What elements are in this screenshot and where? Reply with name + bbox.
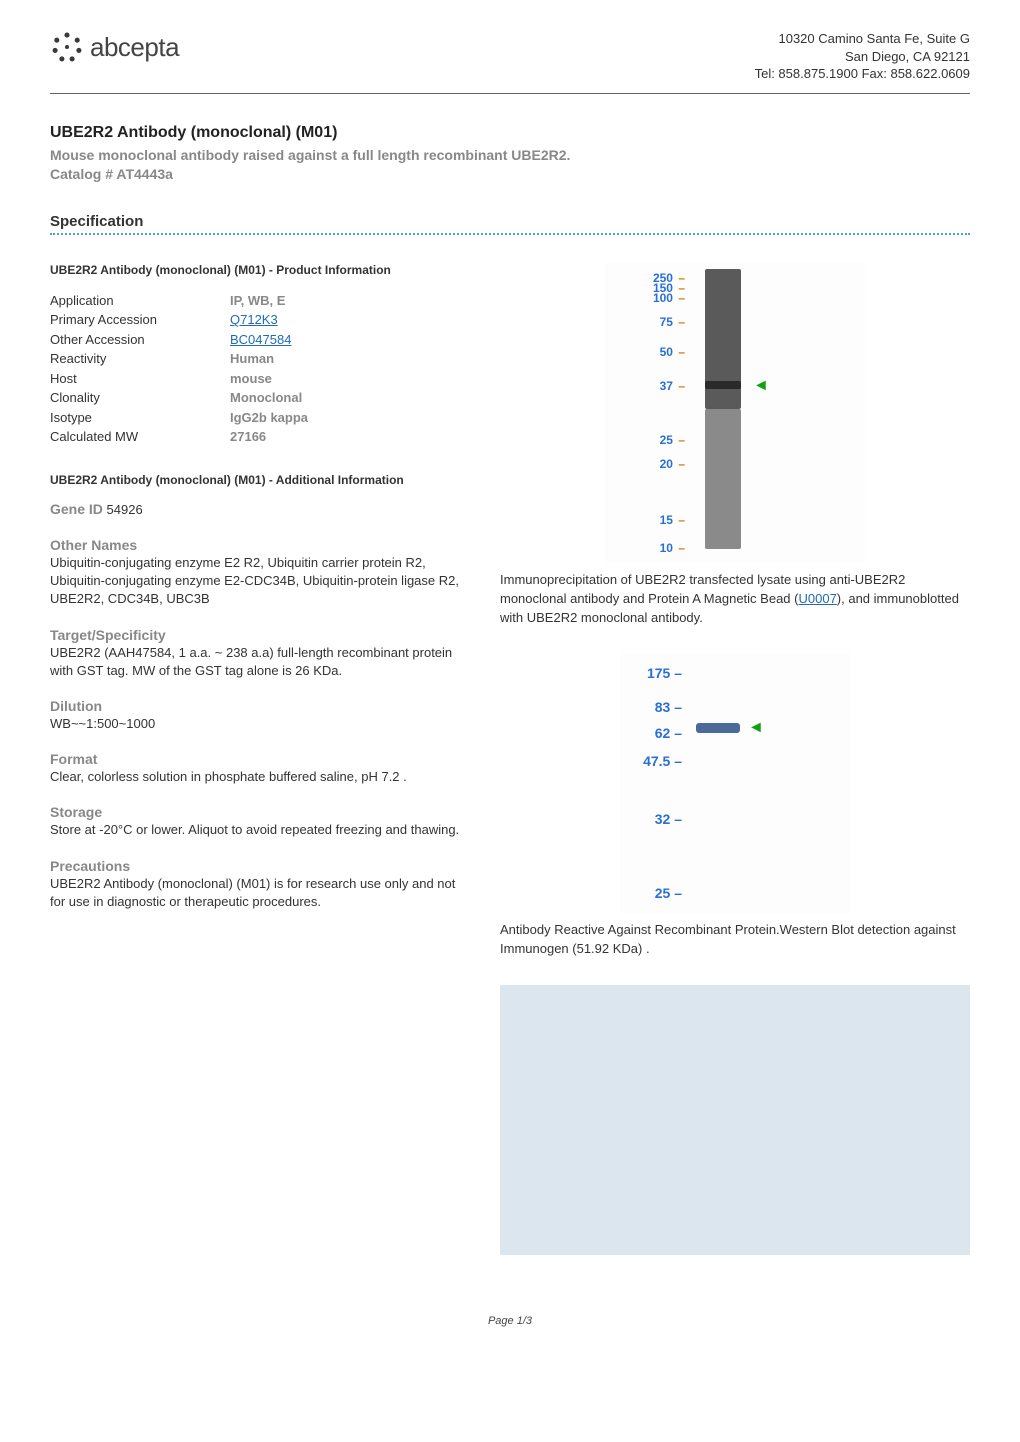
- section-heading-specification: Specification: [50, 213, 970, 235]
- row-primary-accession: Primary Accession Q712K3: [50, 310, 470, 330]
- mw-tick: 20 –: [635, 457, 685, 471]
- row-other-accession: Other Accession BC047584: [50, 330, 470, 350]
- arrow-icon: ◄: [748, 719, 764, 737]
- mw-tick: 75 –: [635, 315, 685, 329]
- product-info-heading: UBE2R2 Antibody (monoclonal) (M01) - Pro…: [50, 263, 470, 277]
- row-clonality: Clonality Monoclonal: [50, 388, 470, 408]
- content-columns: UBE2R2 Antibody (monoclonal) (M01) - Pro…: [50, 263, 970, 1255]
- mw-tick: 50 –: [635, 345, 685, 359]
- addr-line-1: 10320 Camino Santa Fe, Suite G: [755, 30, 970, 48]
- row-reactivity: Reactivity Human: [50, 349, 470, 369]
- figure-wb-blot: 175 – 83 – 62 – 47.5 – 32 – 25 – ◄: [500, 653, 970, 913]
- left-column: UBE2R2 Antibody (monoclonal) (M01) - Pro…: [50, 263, 470, 1255]
- val-reactivity: Human: [230, 349, 274, 369]
- mw-tick: 25 –: [626, 885, 682, 901]
- row-application: Application IP, WB, E: [50, 291, 470, 311]
- val-host: mouse: [230, 369, 272, 389]
- logo-text: abcepta: [90, 32, 179, 63]
- row-isotype: Isotype IgG2b kappa: [50, 408, 470, 428]
- wb-blot-image: 175 – 83 – 62 – 47.5 – 32 – 25 – ◄: [620, 653, 850, 913]
- label-format: Format: [50, 751, 470, 767]
- val-calculated-mw: 27166: [230, 427, 266, 447]
- addr-line-2: San Diego, CA 92121: [755, 48, 970, 66]
- mw-tick: 175 –: [626, 665, 682, 681]
- addr-line-3: Tel: 858.875.1900 Fax: 858.622.0609: [755, 65, 970, 83]
- val-application: IP, WB, E: [230, 291, 285, 311]
- key-clonality: Clonality: [50, 388, 230, 408]
- key-primary-accession: Primary Accession: [50, 310, 230, 330]
- mw-tick: 83 –: [626, 699, 682, 715]
- additional-info-heading: UBE2R2 Antibody (monoclonal) (M01) - Add…: [50, 473, 470, 487]
- label-gene-id: Gene ID: [50, 501, 103, 517]
- mw-tick: 15 –: [635, 513, 685, 527]
- row-calculated-mw: Calculated MW 27166: [50, 427, 470, 447]
- logo: abcepta: [50, 30, 179, 64]
- key-other-accession: Other Accession: [50, 330, 230, 350]
- field-other-names: Other Names Ubiquitin-conjugating enzyme…: [50, 537, 470, 609]
- page-header: abcepta 10320 Camino Santa Fe, Suite G S…: [50, 30, 970, 94]
- val-other-accession[interactable]: BC047584: [230, 330, 291, 350]
- logo-icon: [50, 30, 84, 64]
- field-dilution: Dilution WB~~1:500~1000: [50, 698, 470, 733]
- ip-blot-image: 250 –150 –100 –75 –50 –37 –25 –20 –15 –1…: [605, 263, 865, 563]
- value-gene-id: 54926: [107, 502, 143, 517]
- key-host: Host: [50, 369, 230, 389]
- key-calculated-mw: Calculated MW: [50, 427, 230, 447]
- ip-caption-link[interactable]: U0007: [798, 591, 836, 606]
- value-dilution: WB~~1:500~1000: [50, 715, 470, 733]
- figure-wb-caption: Antibody Reactive Against Recombinant Pr…: [500, 921, 970, 959]
- product-title-block: UBE2R2 Antibody (monoclonal) (M01) Mouse…: [50, 124, 970, 185]
- label-dilution: Dilution: [50, 698, 470, 714]
- figure-ip-caption: Immunoprecipitation of UBE2R2 transfecte…: [500, 571, 970, 628]
- label-storage: Storage: [50, 804, 470, 820]
- placeholder-panel: [500, 985, 970, 1255]
- figure-ip-blot: 250 –150 –100 –75 –50 –37 –25 –20 –15 –1…: [500, 263, 970, 563]
- product-info-table: Application IP, WB, E Primary Accession …: [50, 291, 470, 447]
- product-catalog: Catalog # AT4443a: [50, 165, 970, 185]
- product-subtitle-1: Mouse monoclonal antibody raised against…: [50, 146, 970, 166]
- product-title: UBE2R2 Antibody (monoclonal) (M01): [50, 124, 970, 142]
- field-precautions: Precautions UBE2R2 Antibody (monoclonal)…: [50, 858, 470, 911]
- label-target-specificity: Target/Specificity: [50, 627, 470, 643]
- mw-tick: 32 –: [626, 811, 682, 827]
- row-host: Host mouse: [50, 369, 470, 389]
- key-application: Application: [50, 291, 230, 311]
- value-precautions: UBE2R2 Antibody (monoclonal) (M01) is fo…: [50, 875, 470, 911]
- blot-lane: [705, 409, 741, 549]
- value-format: Clear, colorless solution in phosphate b…: [50, 768, 470, 786]
- value-gene-id-text: 54926: [107, 502, 143, 517]
- right-column: 250 –150 –100 –75 –50 –37 –25 –20 –15 –1…: [500, 263, 970, 1255]
- field-target-specificity: Target/Specificity UBE2R2 (AAH47584, 1 a…: [50, 627, 470, 680]
- arrow-icon: ◄: [753, 377, 769, 395]
- key-reactivity: Reactivity: [50, 349, 230, 369]
- val-primary-accession[interactable]: Q712K3: [230, 310, 278, 330]
- mw-tick: 10 –: [635, 541, 685, 555]
- field-format: Format Clear, colorless solution in phos…: [50, 751, 470, 786]
- value-target-specificity: UBE2R2 (AAH47584, 1 a.a. ~ 238 a.a) full…: [50, 644, 470, 680]
- value-other-names: Ubiquitin-conjugating enzyme E2 R2, Ubiq…: [50, 554, 470, 609]
- field-gene-id: Gene ID 54926: [50, 501, 470, 519]
- company-address: 10320 Camino Santa Fe, Suite G San Diego…: [755, 30, 970, 83]
- page-footer: Page 1/3: [50, 1305, 970, 1327]
- mw-tick: 47.5 –: [626, 753, 682, 769]
- blot-band: [696, 723, 740, 733]
- value-storage: Store at -20°C or lower. Aliquot to avoi…: [50, 821, 470, 839]
- label-precautions: Precautions: [50, 858, 470, 874]
- field-storage: Storage Store at -20°C or lower. Aliquot…: [50, 804, 470, 839]
- mw-tick: 37 –: [635, 379, 685, 393]
- val-isotype: IgG2b kappa: [230, 408, 308, 428]
- mw-tick: 62 –: [626, 725, 682, 741]
- val-clonality: Monoclonal: [230, 388, 302, 408]
- key-isotype: Isotype: [50, 408, 230, 428]
- label-other-names: Other Names: [50, 537, 470, 553]
- mw-tick: 25 –: [635, 433, 685, 447]
- blot-band: [705, 381, 741, 389]
- mw-tick: 100 –: [635, 291, 685, 305]
